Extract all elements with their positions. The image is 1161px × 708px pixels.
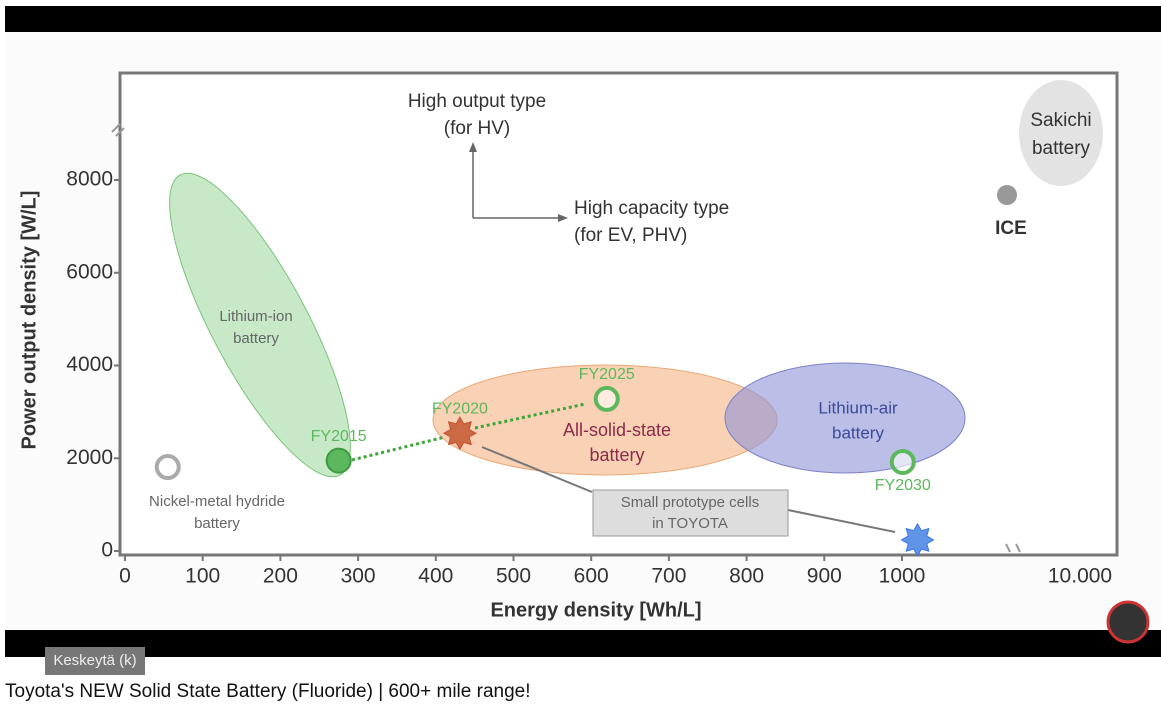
y-tick-label: 8000 bbox=[66, 168, 113, 191]
arrow-head bbox=[469, 142, 477, 152]
lithium-air-region bbox=[724, 362, 966, 474]
trend-arrow bbox=[351, 402, 586, 462]
point bbox=[889, 448, 916, 475]
axis-break bbox=[111, 123, 1021, 553]
region-label: Lithium-air bbox=[818, 398, 898, 417]
point bbox=[442, 416, 477, 451]
region-label: battery bbox=[832, 423, 884, 442]
lithium-ion-region bbox=[169, 172, 351, 478]
x-tick-label: 100 bbox=[185, 565, 220, 588]
annotation: High output type bbox=[408, 91, 546, 112]
annotation: battery bbox=[1032, 138, 1091, 159]
x-tick-label: 900 bbox=[807, 565, 842, 588]
callout-text: in TOYOTA bbox=[652, 515, 728, 532]
x-tick-label: 200 bbox=[263, 565, 298, 588]
video-bottom-bar bbox=[5, 630, 1161, 657]
callout-box bbox=[592, 489, 789, 537]
callout-arrows bbox=[481, 446, 896, 533]
region-label: battery bbox=[589, 445, 644, 465]
channel-logo[interactable] bbox=[1106, 600, 1150, 644]
region-label: Nickel-metal hydride bbox=[149, 493, 285, 510]
point-label: FY2015 bbox=[311, 428, 367, 445]
video-title[interactable]: Toyota's NEW Solid State Battery (Fluori… bbox=[5, 681, 531, 702]
y-tick-label: 2000 bbox=[66, 446, 113, 469]
sakichi-region bbox=[1019, 80, 1103, 186]
region-label: Lithium-ion bbox=[219, 308, 292, 325]
arrow-head bbox=[558, 214, 568, 222]
point-label: FY2030 bbox=[875, 477, 931, 494]
x-tick-label: 400 bbox=[418, 565, 453, 588]
point bbox=[593, 385, 620, 412]
annotation: Sakichi bbox=[1030, 110, 1091, 131]
direction-arrows bbox=[472, 148, 562, 219]
y-axis-label: Power output density [W/L] bbox=[18, 191, 40, 450]
annotation: (for HV) bbox=[444, 118, 511, 139]
video-top-bar bbox=[5, 6, 1161, 32]
y-tick-label: 4000 bbox=[66, 353, 113, 376]
y-tick-label: 6000 bbox=[66, 260, 113, 283]
point-label: FY2020 bbox=[432, 400, 488, 417]
point bbox=[900, 522, 935, 557]
annotation: (for EV, PHV) bbox=[574, 225, 687, 246]
x-tick-label: 700 bbox=[651, 565, 686, 588]
x-tick-label: 0 bbox=[119, 565, 131, 588]
annotation: ICE bbox=[995, 218, 1027, 239]
ice-marker bbox=[997, 185, 1017, 205]
x-axis-label: Energy density [Wh/L] bbox=[490, 599, 701, 621]
y-tick-label: 0 bbox=[101, 539, 113, 562]
region-label: battery bbox=[233, 330, 279, 347]
tooltip-text: Keskeytä (k) bbox=[53, 652, 136, 669]
point bbox=[325, 447, 352, 474]
x-tick-label: 300 bbox=[341, 565, 376, 588]
region-label: All-solid-state bbox=[563, 420, 671, 440]
x-tick-label: 1000 bbox=[879, 565, 926, 588]
point bbox=[154, 454, 181, 481]
x-tick-label: 500 bbox=[496, 565, 531, 588]
x-tick-label: 800 bbox=[729, 565, 764, 588]
annotation: High capacity type bbox=[574, 198, 729, 219]
region-label: battery bbox=[194, 515, 240, 532]
tooltip bbox=[45, 647, 145, 675]
callout-text: Small prototype cells bbox=[621, 494, 759, 511]
x-tick-label: 600 bbox=[574, 565, 609, 588]
point-label: FY2025 bbox=[579, 366, 635, 383]
x-break-label: 10.000 bbox=[1048, 565, 1112, 588]
